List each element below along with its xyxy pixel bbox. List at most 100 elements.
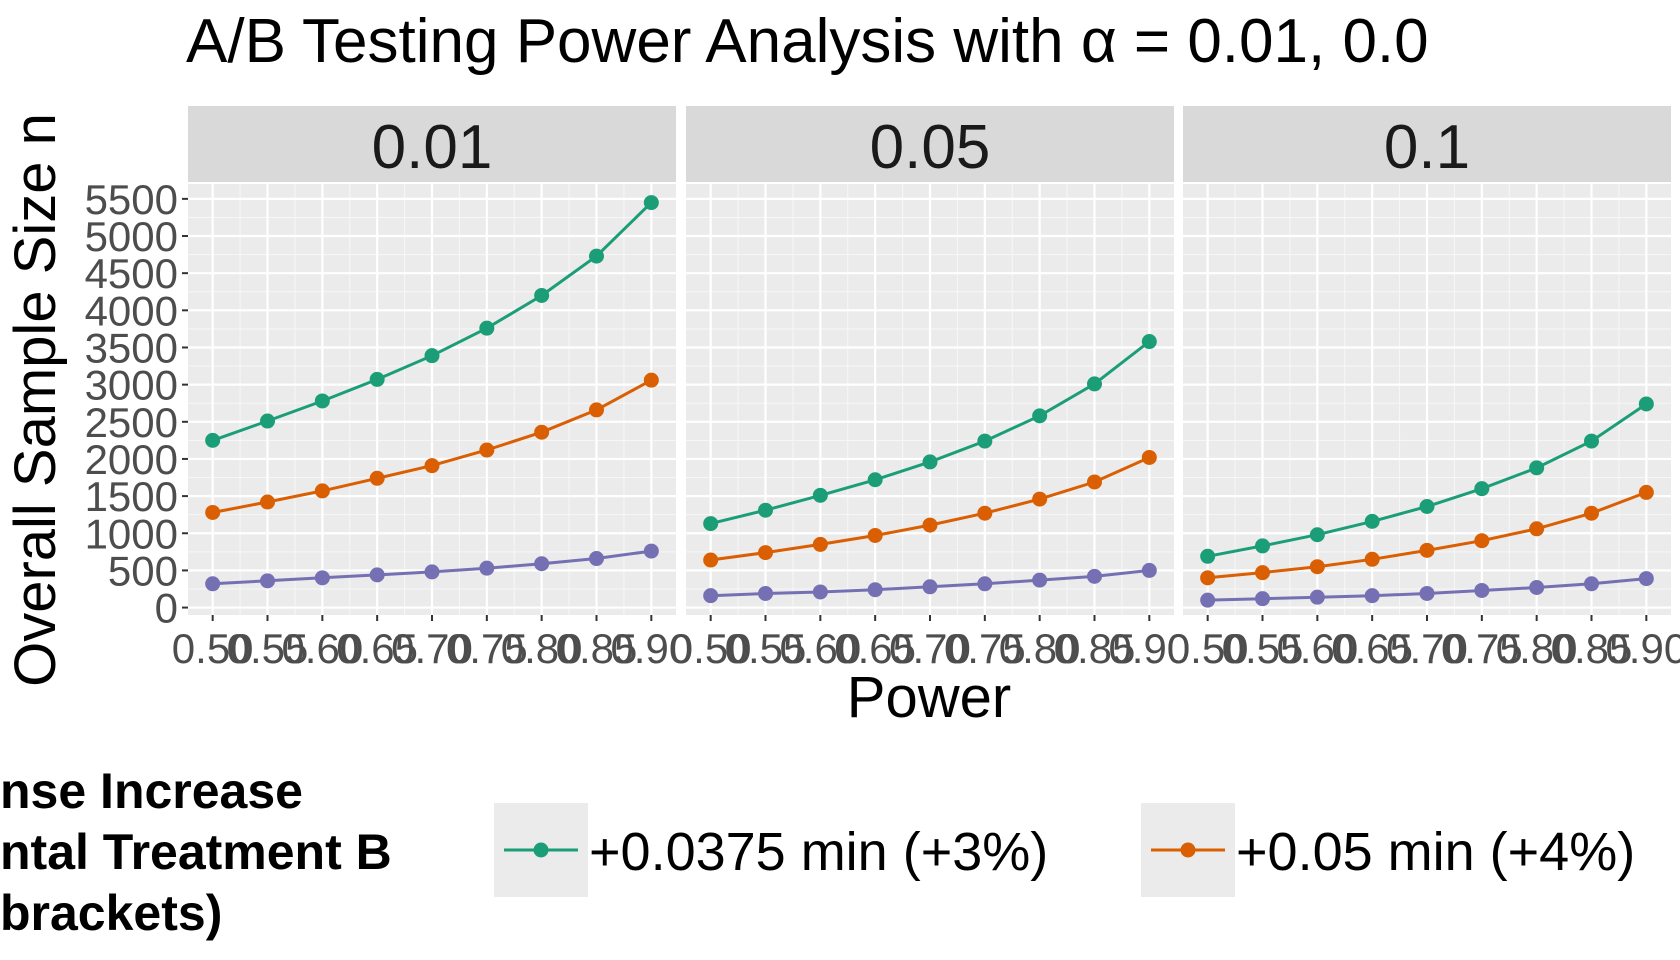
data-point — [1255, 591, 1271, 607]
legend-title: ntal Treatment B — [0, 824, 392, 880]
data-point — [1364, 551, 1380, 567]
x-tick-label: 0.50 — [670, 625, 752, 672]
legend-label: +0.0375 min (+3%) — [589, 822, 1048, 882]
data-point — [260, 413, 276, 429]
facet-panel: 0.05 0.500.550.600.650.700.750.800.850.90 — [670, 106, 1190, 672]
x-tick-label: 0.70 — [391, 625, 473, 672]
data-point — [588, 551, 604, 567]
data-point — [1200, 592, 1216, 608]
data-point — [703, 552, 719, 568]
data-point — [867, 582, 883, 598]
y-tick-label: 1000 — [85, 510, 178, 557]
data-point — [205, 504, 221, 520]
data-point — [1638, 571, 1654, 587]
data-point — [922, 454, 938, 470]
y-tick-label: 1500 — [85, 473, 178, 520]
series — [205, 372, 659, 520]
data-point — [922, 579, 938, 595]
series — [703, 562, 1157, 604]
data-point — [812, 584, 828, 600]
data-point — [1419, 585, 1435, 601]
x-tick-label: 0.65 — [834, 625, 916, 672]
legend-key-point — [1180, 842, 1196, 858]
data-point — [1474, 582, 1490, 598]
y-axis: 0500100015002000250030003500400045005000… — [85, 176, 188, 632]
data-point — [534, 424, 550, 440]
x-tick-label: 0.75 — [944, 625, 1026, 672]
x-tick-label: 0.85 — [556, 625, 638, 672]
x-tick-label: 0.90 — [1605, 625, 1680, 672]
data-point — [812, 487, 828, 503]
data-point — [758, 585, 774, 601]
data-point — [867, 472, 883, 488]
data-point — [1309, 589, 1325, 605]
data-point — [260, 573, 276, 589]
data-point — [1086, 474, 1102, 490]
x-tick-label: 0.80 — [501, 625, 583, 672]
series — [703, 334, 1157, 532]
data-point — [758, 502, 774, 518]
x-tick-label: 0.60 — [281, 625, 363, 672]
x-tick-label: 0.80 — [999, 625, 1081, 672]
data-point — [205, 576, 221, 592]
x-tick-label: 0.90 — [1108, 625, 1190, 672]
data-point — [479, 560, 495, 576]
data-point — [1638, 396, 1654, 412]
facet-strip-label: 0.1 — [1384, 113, 1470, 182]
facet-panel: 0.1 0.500.550.600.650.700.750.800.850.90 — [1167, 106, 1680, 672]
x-tick-label: 0.60 — [779, 625, 861, 672]
data-point — [1200, 548, 1216, 564]
data-point — [1086, 376, 1102, 392]
legend-title: brackets) — [0, 885, 222, 941]
x-tick-label: 0.80 — [1496, 625, 1578, 672]
data-point — [867, 527, 883, 543]
x-tick-label: 0.70 — [889, 625, 971, 672]
facet-strip — [1183, 106, 1671, 182]
data-point — [369, 470, 385, 486]
data-point — [1583, 505, 1599, 521]
x-tick-label: 0.55 — [227, 625, 309, 672]
data-point — [1529, 580, 1545, 596]
y-tick-label: 3500 — [85, 324, 178, 371]
legend-item: +0.0375 min (+3%) — [494, 803, 1048, 897]
data-point — [479, 320, 495, 336]
data-point — [205, 432, 221, 448]
data-point — [1255, 538, 1271, 554]
data-point — [1364, 513, 1380, 529]
data-point — [643, 195, 659, 211]
facet-strip — [188, 106, 676, 182]
data-point — [369, 567, 385, 583]
x-tick-label: 0.75 — [1441, 625, 1523, 672]
data-point — [1309, 527, 1325, 543]
y-tick-label: 0 — [155, 585, 178, 632]
series — [205, 195, 659, 448]
data-point — [758, 545, 774, 561]
data-point — [1474, 533, 1490, 549]
x-tick-label: 0.90 — [610, 625, 692, 672]
facet-strip-label: 0.01 — [372, 113, 493, 182]
data-point — [1141, 562, 1157, 578]
x-tick-label: 0.70 — [1386, 625, 1468, 672]
y-tick-label: 500 — [108, 547, 178, 594]
x-tick-label: 0.50 — [172, 625, 254, 672]
data-point — [1638, 484, 1654, 500]
data-point — [1200, 570, 1216, 586]
data-point — [369, 371, 385, 387]
data-point — [424, 564, 440, 580]
data-point — [643, 372, 659, 388]
data-point — [424, 348, 440, 364]
facet-strip — [686, 106, 1174, 182]
data-point — [1032, 491, 1048, 507]
series — [703, 449, 1157, 568]
data-point — [1419, 542, 1435, 558]
x-tick-label: 0.55 — [1222, 625, 1304, 672]
x-axis-label: Power — [847, 665, 1011, 730]
y-axis-label: Overall Sample Size n — [3, 113, 68, 687]
y-tick-label: 3000 — [85, 362, 178, 409]
y-tick-label: 5500 — [85, 176, 178, 223]
chart-title: A/B Testing Power Analysis with α = 0.01… — [186, 7, 1429, 76]
data-point — [314, 570, 330, 586]
series — [205, 543, 659, 592]
